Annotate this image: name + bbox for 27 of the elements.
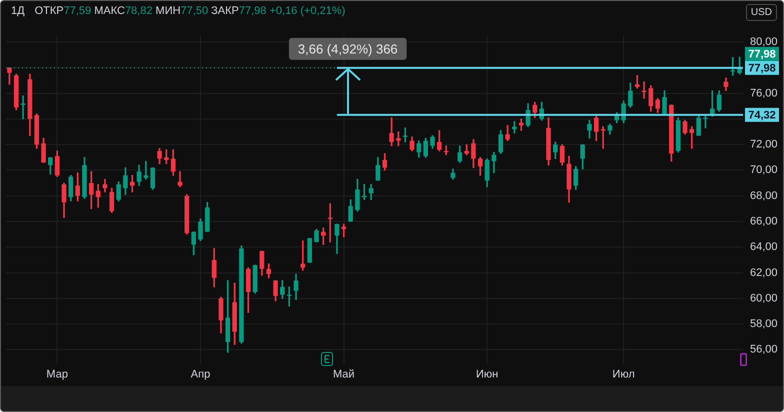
y-tick-label: 76,00 [750, 87, 778, 100]
candlestick [703, 114, 708, 128]
y-tick-label: 56,00 [750, 344, 778, 356]
x-tick-label: Мар [46, 368, 68, 380]
x-tick-label: Июл [612, 368, 635, 380]
text: ОТКР77,59 МАКС78,82 МИН77,50 ЗАКР77,98 +0,16 (+0,21%) [34, 5, 346, 17]
candlestick [642, 81, 646, 99]
candlestick [20, 96, 26, 120]
y-tick-label: 66,00 [750, 216, 778, 228]
y-tick-label: 68,00 [750, 190, 778, 202]
chart-title: 1Д [11, 5, 25, 17]
ref-line-label: 77,98 [748, 62, 776, 74]
annotation: 3,66 (4,92%) 366 [298, 41, 398, 56]
x-tick-label: Июн [476, 368, 498, 380]
y-tick-label: 72,00 [750, 138, 778, 151]
x-tick-label: Май [333, 368, 355, 380]
ref-line-label: 77,98 [748, 48, 776, 60]
y-tick-label: 62,00 [750, 266, 778, 279]
y-tick-label: 58,00 [750, 318, 778, 330]
y-tick-label: 70,00 [750, 164, 778, 176]
y-tick-label: 80,00 [750, 36, 778, 48]
ref-line-label: 74,32 [748, 109, 776, 122]
y-axis-title: USD [746, 4, 777, 21]
y-tick-label: 60,00 [750, 292, 778, 304]
y-tick-label: 64,00 [750, 241, 778, 254]
candlestick [178, 171, 182, 188]
x-tick-label: Апр [190, 368, 210, 380]
